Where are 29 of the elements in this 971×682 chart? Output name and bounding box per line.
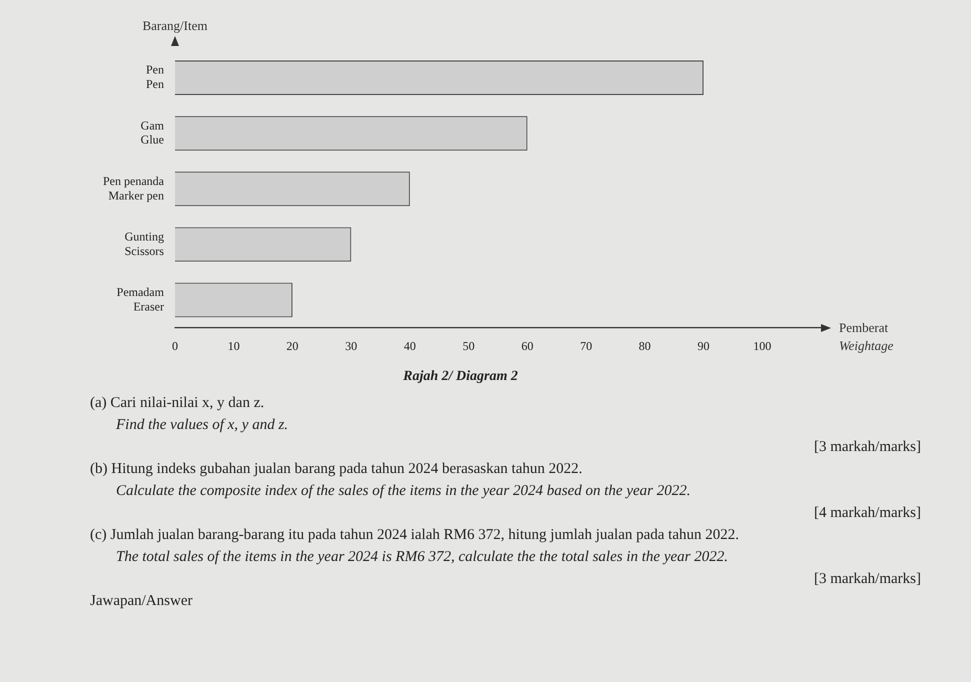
text: Jawapan/Answer <box>90 593 194 610</box>
x-tick-label: 20 <box>286 339 298 354</box>
text: Rajah 2/ Diagram 2 <box>402 369 518 384</box>
y-tick-label: Gam Glue <box>140 118 165 147</box>
x-tick-label: 30 <box>345 339 358 354</box>
x-tick-label: 40 <box>404 339 416 354</box>
x-axis-title: Pemberat Weightage <box>839 320 894 353</box>
text: [3 markah/marks] <box>812 571 921 588</box>
text: The total sales of the items in the year 2024 is RM6 372, calculate the the total sales in the year 2022. <box>115 549 729 566</box>
x-tick-label: 70 <box>580 339 592 354</box>
y-tick-label: Pen penanda Marker pen <box>102 174 165 202</box>
x-tick-label: 0 <box>172 339 178 354</box>
text: Calculate the composite index of the sales of the items in the year 2024 based on the year 2022. <box>115 483 692 500</box>
y-tick-label: Pen Pen <box>146 62 164 92</box>
x-tick-label: 60 <box>521 339 534 354</box>
x-tick-label: 80 <box>638 339 651 354</box>
x-tick-label: 50 <box>462 339 475 354</box>
text: [3 markah/marks] <box>812 439 921 456</box>
y-tick-label: Gunting Scissors <box>124 229 164 258</box>
x-tick-label: 100 <box>753 339 772 354</box>
y-tick-label: Pemadam Eraser <box>116 284 165 314</box>
y-axis-title: Barang/Item <box>142 18 208 33</box>
text: (b) Hitung indeks gubahan jualan barang pada tahun 2024 berasaskan tahun 2022. <box>90 461 584 478</box>
x-tick-label: 10 <box>228 339 240 354</box>
text: (c) Jumlah jualan barang-barang itu pada tahun 2024 ialah RM6 372, hitung jumlah jualan pada tahun 2022. <box>90 527 740 544</box>
text: Find the values of x, y and z. <box>115 417 290 434</box>
x-tick-label: 90 <box>698 339 710 354</box>
text: (a) Cari nilai-nilai x, y dan z. <box>90 395 266 412</box>
text: [4 markah/marks] <box>812 505 921 522</box>
